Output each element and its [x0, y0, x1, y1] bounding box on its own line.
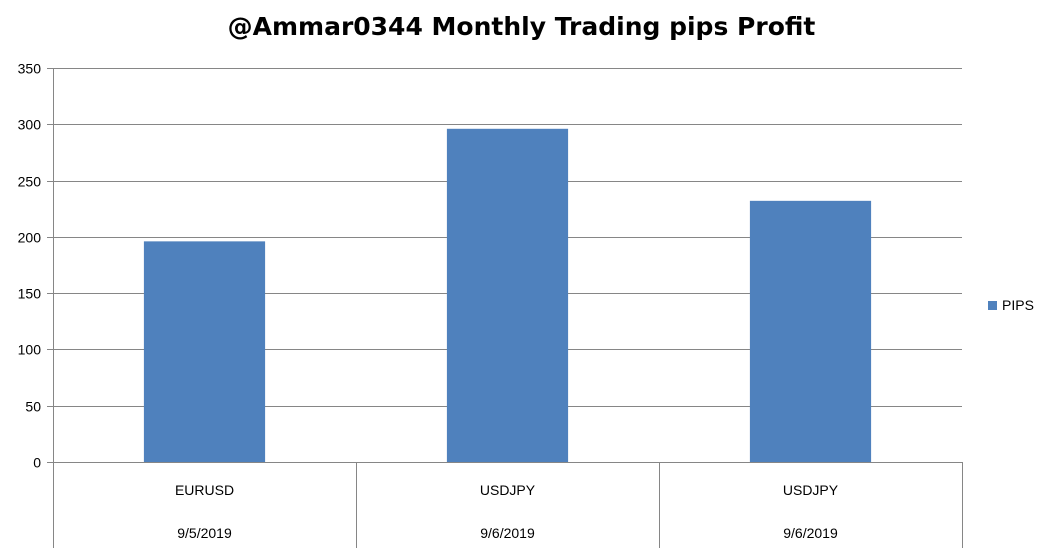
y-axis-ticks: 0 50 100 150 200 250 300 350 — [18, 61, 53, 471]
y-tick-label: 200 — [18, 230, 42, 246]
y-tick-label: 150 — [18, 286, 42, 302]
category-label-pair: EURUSD — [175, 482, 234, 498]
y-tick-label: 100 — [18, 342, 42, 358]
bar — [143, 241, 266, 462]
y-tick-label: 50 — [25, 399, 41, 415]
x-axis-categories: EURUSD 9/5/2019 USDJPY 9/6/2019 USDJPY 9/6/20… — [175, 482, 839, 541]
category-label-pair: USDJPY — [783, 482, 839, 498]
category-label-pair: USDJPY — [480, 482, 536, 498]
y-tick-label: 350 — [18, 61, 42, 77]
y-tick-label: 250 — [18, 174, 42, 190]
y-tick-label: 300 — [18, 117, 42, 133]
axes — [53, 68, 963, 548]
legend-swatch — [988, 301, 997, 310]
y-tick-label: 0 — [33, 455, 41, 471]
legend: PIPS — [988, 297, 1034, 313]
bar — [749, 200, 872, 462]
category-label-date: 9/6/2019 — [783, 525, 838, 541]
category-label-date: 9/5/2019 — [177, 525, 232, 541]
bars — [143, 128, 872, 462]
legend-label: PIPS — [1002, 297, 1034, 313]
bar — [446, 128, 569, 462]
category-label-date: 9/6/2019 — [480, 525, 535, 541]
chart-title: @Ammar0344 Monthly Trading pips Profit — [227, 12, 816, 41]
